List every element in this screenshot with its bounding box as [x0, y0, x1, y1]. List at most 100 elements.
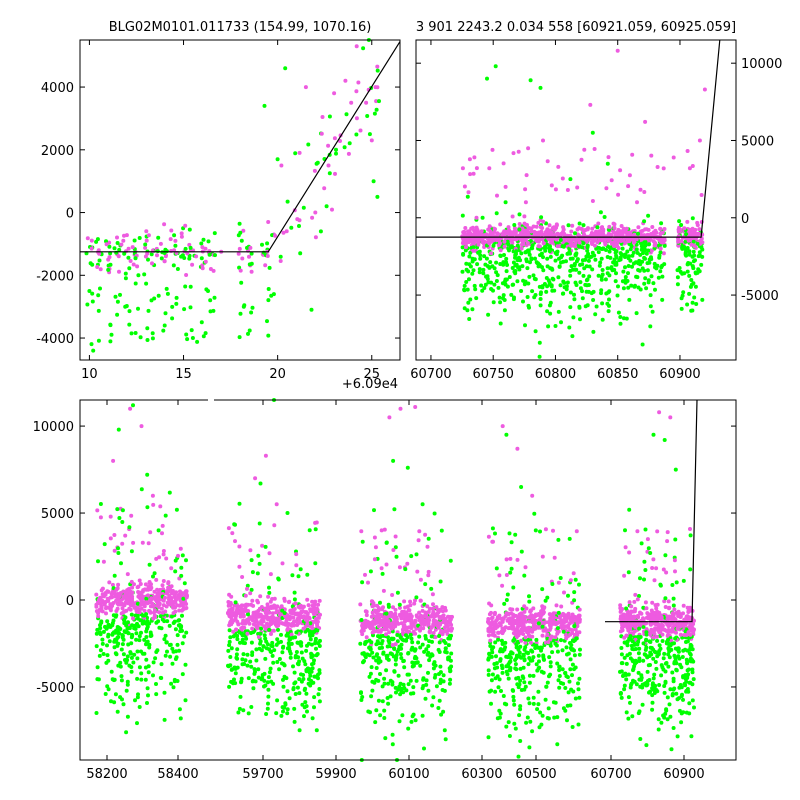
green-point — [462, 283, 467, 288]
green-point — [237, 501, 242, 506]
magenta-point — [408, 599, 413, 604]
green-point — [297, 728, 302, 733]
green-point — [504, 598, 509, 602]
green-point — [124, 688, 129, 693]
magenta-point — [270, 611, 275, 616]
green-point — [245, 245, 249, 250]
magenta-point — [203, 259, 208, 264]
magenta-point — [114, 587, 119, 592]
green-point — [530, 649, 535, 654]
magenta-point — [123, 594, 128, 599]
green-point — [298, 251, 303, 256]
magenta-point — [161, 603, 166, 608]
green-point — [263, 544, 268, 549]
magenta-point — [143, 582, 148, 587]
green-point — [395, 633, 400, 637]
green-point — [648, 324, 653, 329]
magenta-point — [301, 626, 306, 631]
green-point — [173, 627, 178, 632]
magenta-point — [279, 163, 284, 168]
green-point — [165, 619, 170, 624]
magenta-point — [651, 557, 656, 562]
magenta-point — [442, 629, 447, 634]
green-point — [388, 678, 393, 683]
green-point — [291, 687, 296, 692]
magenta-point — [488, 638, 493, 643]
magenta-point — [116, 582, 121, 587]
magenta-point — [658, 246, 663, 251]
green-point — [395, 590, 400, 595]
green-point — [504, 702, 509, 707]
green-point — [482, 254, 487, 259]
magenta-point — [692, 244, 697, 249]
green-point — [146, 308, 151, 313]
magenta-point — [624, 226, 629, 231]
green-point — [133, 281, 138, 286]
green-point — [375, 68, 380, 73]
green-point — [370, 679, 375, 684]
green-point — [621, 269, 626, 274]
green-point — [591, 329, 596, 334]
magenta-point — [126, 246, 131, 251]
green-point — [409, 554, 414, 559]
green-point — [268, 666, 273, 671]
magenta-point — [320, 115, 325, 119]
green-point — [507, 734, 512, 738]
green-point — [530, 729, 535, 734]
green-point — [292, 706, 297, 711]
magenta-point — [265, 254, 270, 258]
magenta-point — [104, 606, 108, 611]
green-point — [266, 298, 271, 303]
green-point — [550, 650, 555, 655]
magenta-point — [386, 624, 391, 628]
green-point — [448, 677, 453, 682]
magenta-point — [369, 614, 374, 619]
green-point — [313, 561, 318, 566]
magenta-point — [184, 595, 189, 600]
green-point — [504, 256, 509, 261]
magenta-point — [508, 556, 513, 561]
magenta-point — [94, 592, 99, 597]
magenta-point — [382, 527, 387, 532]
green-point — [176, 618, 181, 623]
green-point — [238, 694, 243, 699]
green-point — [558, 238, 563, 242]
top-left-model-line — [80, 41, 401, 253]
green-point — [417, 634, 422, 639]
green-point — [689, 278, 694, 282]
magenta-point — [301, 609, 306, 614]
magenta-point — [179, 234, 184, 239]
magenta-point — [143, 245, 148, 250]
green-point — [179, 573, 184, 578]
green-point — [378, 600, 382, 605]
magenta-point — [531, 624, 536, 629]
green-point — [237, 335, 242, 340]
green-point — [609, 265, 614, 270]
green-point — [115, 312, 120, 317]
green-point — [507, 531, 512, 536]
magenta-point — [469, 226, 474, 231]
green-point — [568, 256, 573, 261]
magenta-point — [190, 262, 195, 267]
green-point — [555, 626, 560, 631]
magenta-point — [623, 229, 628, 234]
magenta-point — [292, 607, 297, 611]
green-point — [547, 655, 552, 660]
green-point — [697, 250, 702, 255]
magenta-point — [358, 602, 363, 607]
magenta-point — [627, 230, 632, 235]
green-point — [361, 651, 366, 656]
green-point — [161, 328, 166, 333]
green-point — [144, 281, 149, 286]
green-point — [657, 243, 661, 248]
green-point — [638, 252, 643, 257]
green-point — [575, 257, 580, 262]
green-point — [394, 656, 399, 661]
green-point — [249, 251, 254, 256]
green-point — [561, 259, 566, 264]
green-point — [106, 634, 111, 639]
green-point — [125, 682, 130, 687]
green-point — [250, 305, 255, 310]
green-point — [523, 645, 528, 650]
magenta-point — [162, 222, 167, 227]
